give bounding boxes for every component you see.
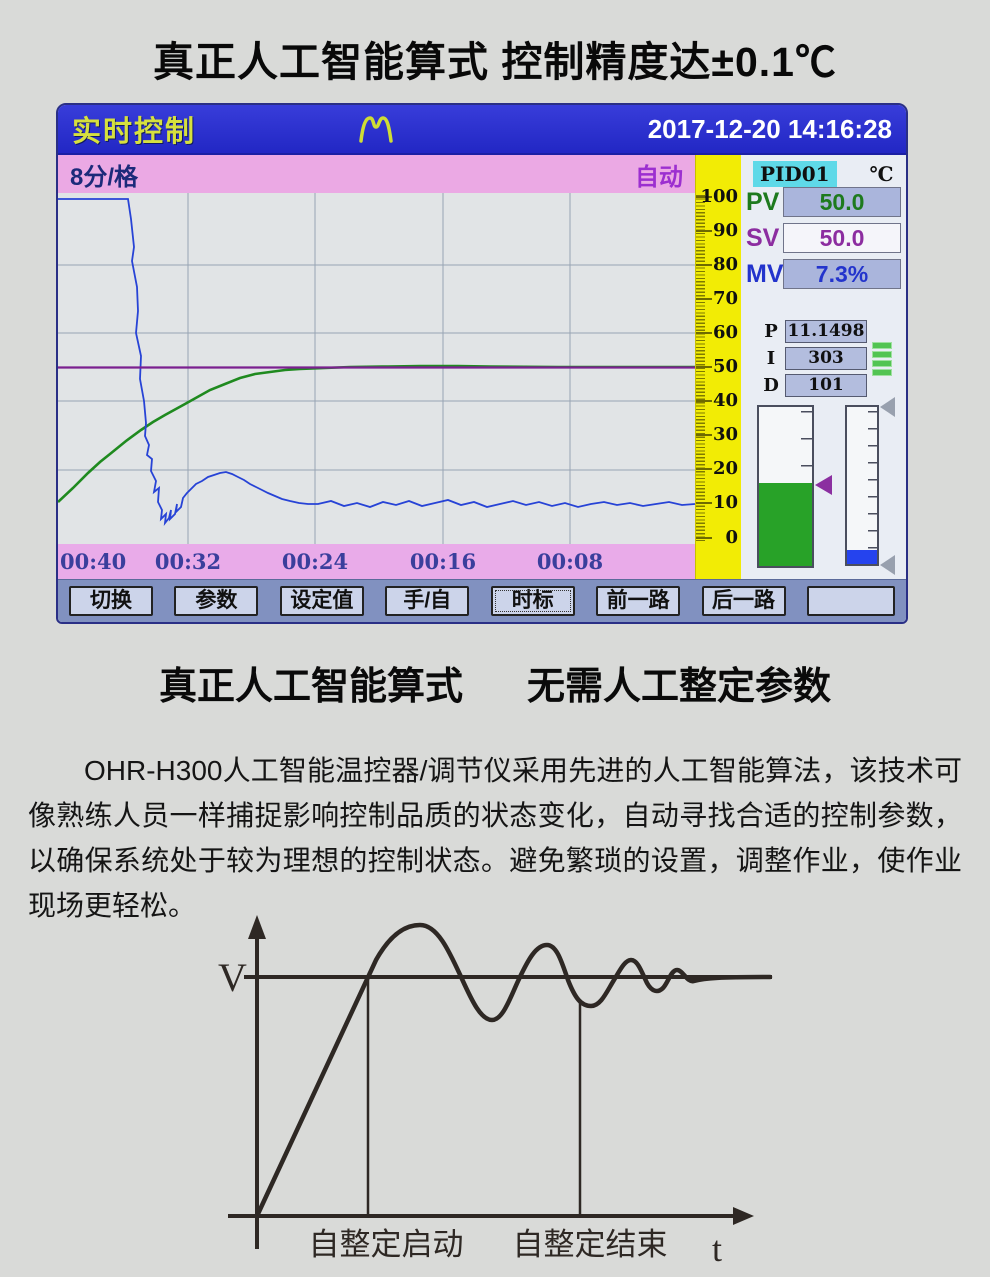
brand-wave-icon [359, 116, 393, 143]
d-value: 101 [785, 373, 867, 397]
pv-label: PV [746, 187, 780, 216]
section-title: 真正人工智能算式 无需人工整定参数 [0, 655, 990, 710]
t-axis-label: t [712, 1229, 722, 1269]
tuning-end-label: 自整定结束 [513, 1227, 668, 1262]
gauge-top-marker-icon [880, 397, 895, 417]
setpoint-button[interactable]: 设定值 [279, 586, 364, 616]
time-tick: 00:32 [154, 549, 222, 574]
auto-mode-label: 自动 [635, 163, 683, 191]
mv-label: MV [746, 259, 784, 288]
d-param-row: D 101 [763, 373, 867, 397]
switch-button[interactable]: 切换 [69, 586, 153, 616]
pv-curve [58, 364, 695, 503]
screen-title: 实时控制 [72, 116, 197, 148]
signal-level-indicator [872, 342, 892, 378]
device-body: 8分/格 自动 [58, 155, 906, 579]
time-tick: 00:08 [536, 549, 604, 574]
pv-value: 50.0 [783, 187, 901, 217]
v-axis-arrow-icon [248, 915, 266, 939]
value-ruler: 100 90 80 70 60 50 40 30 20 10 0 [695, 155, 741, 579]
setpoint-marker-icon [815, 475, 832, 495]
pv-row: PV 50.0 [746, 187, 901, 217]
tuning-response-curve [254, 922, 773, 1219]
sv-value: 50.0 [783, 223, 901, 253]
mv-curve [58, 198, 696, 526]
prev-channel-button[interactable]: 前一路 [596, 586, 681, 616]
i-param-row: I 303 [763, 346, 867, 370]
sv-label: SV [746, 223, 780, 252]
datetime-display: 2017-12-20 14:16:28 [647, 113, 892, 144]
softkey-bar: 切换 参数 设定值 手/自 时标 前一路 后一路 [58, 579, 906, 622]
chart-toolbar: 8分/格 自动 [58, 155, 695, 193]
self-tuning-diagram: V t 自整定启动 自整定结束 [218, 915, 773, 1269]
time-tick: 00:24 [281, 549, 349, 574]
controller-screen: 实时控制 2017-12-20 14:16:28 8分/格 自动 [56, 103, 908, 624]
manual-auto-button[interactable]: 手/自 [385, 586, 470, 616]
section-title-right: 无需人工整定参数 [527, 666, 832, 708]
p-param-row: P 11.1498 [763, 319, 867, 343]
trend-chart [58, 193, 696, 544]
v-axis-label: V [218, 955, 247, 1000]
tuning-start-label: 自整定启动 [309, 1227, 464, 1262]
sv-row: SV 50.0 [746, 223, 901, 253]
mv-bar-gauge [845, 405, 879, 566]
trend-chart-canvas [58, 193, 696, 544]
pv-bar-gauge [757, 405, 814, 568]
p-value: 11.1498 [785, 319, 867, 343]
channel-badge: PID01 [753, 161, 837, 187]
i-value: 303 [785, 346, 867, 370]
time-tick: 00:40 [60, 549, 127, 574]
t-axis-arrow-icon [733, 1207, 754, 1225]
blank-button[interactable] [806, 586, 895, 616]
description-paragraph: OHR-H300人工智能温控器/调节仪采用先进的人工智能算法，该技术可像熟练人员… [28, 755, 962, 921]
page-title: 真正人工智能算式 控制精度达±0.1℃ [153, 39, 837, 85]
mv-value: 7.3% [783, 259, 901, 289]
gauge-bottom-marker-icon [880, 555, 895, 575]
unit-label: ℃ [869, 162, 894, 186]
trend-chart-column: 8分/格 自动 [58, 155, 696, 579]
mv-row: MV 7.3% [746, 259, 901, 289]
time-axis-bar: 00:40 00:32 00:24 00:16 00:08 [58, 544, 695, 579]
device-header: 实时控制 2017-12-20 14:16:28 [58, 105, 906, 155]
section-title-left: 真正人工智能算式 [158, 666, 463, 708]
time-per-div-label: 8分/格 [70, 163, 139, 191]
next-channel-button[interactable]: 后一路 [701, 586, 786, 616]
time-tick: 00:16 [409, 549, 477, 574]
timescale-button[interactable]: 时标 [490, 586, 575, 616]
readout-panel: PID01 ℃ PV 50.0 SV 50.0 MV 7.3% P 11.149… [741, 155, 906, 579]
params-button[interactable]: 参数 [174, 586, 259, 616]
